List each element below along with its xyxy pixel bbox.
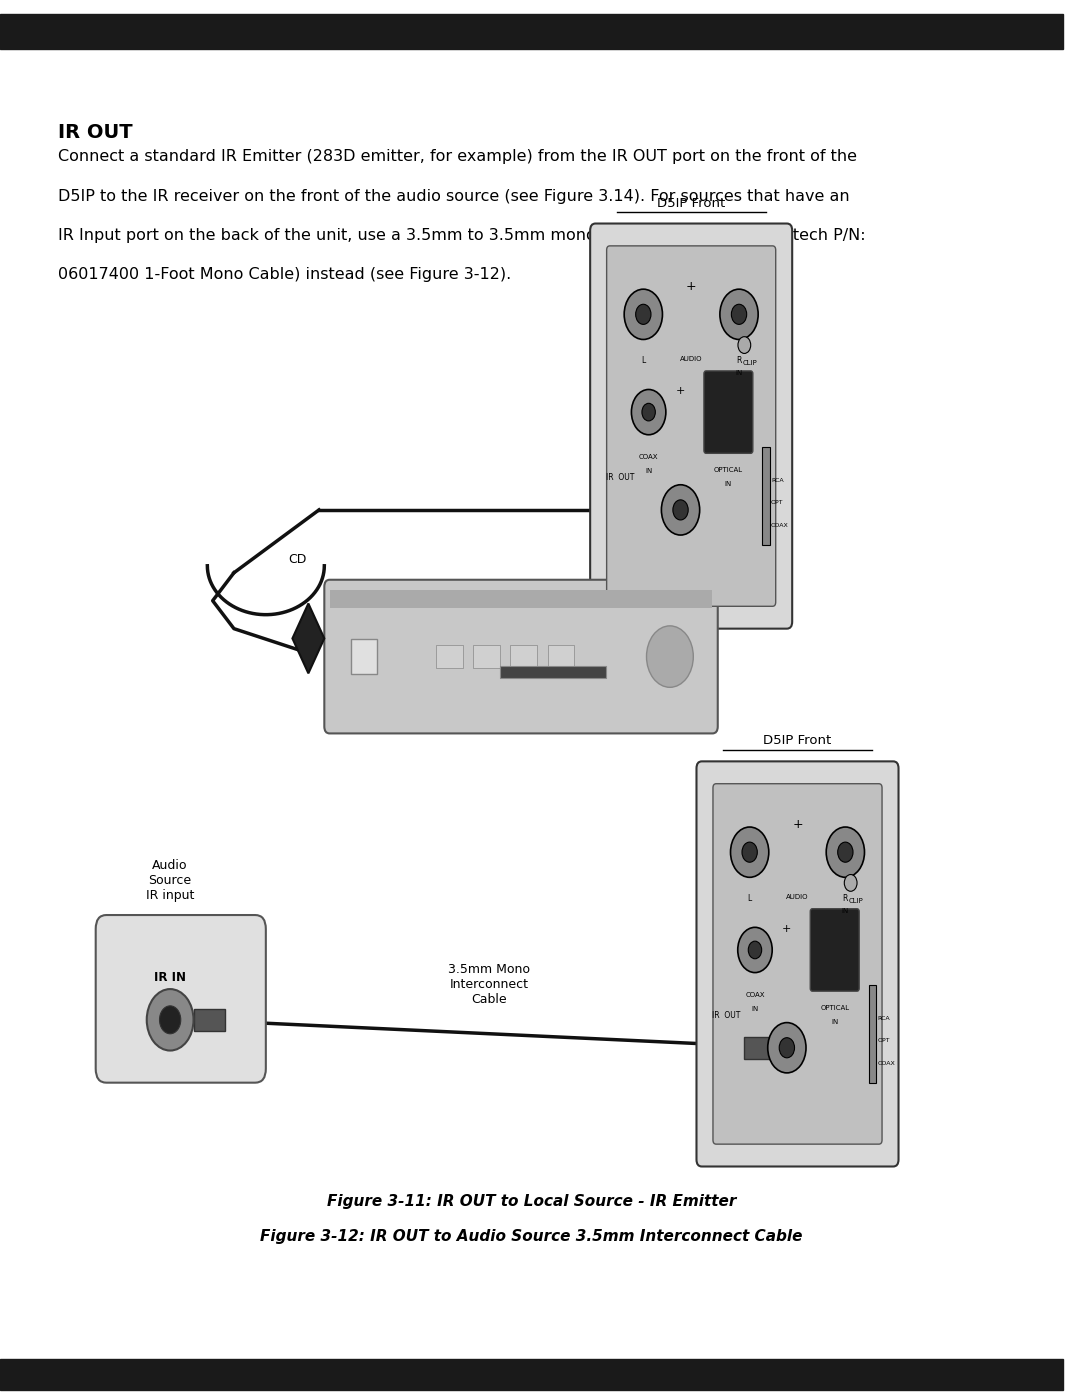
FancyBboxPatch shape [329, 590, 713, 608]
Text: CD: CD [288, 553, 307, 566]
Text: 06017400 1-Foot Mono Cable) instead (see Figure 3-12).: 06017400 1-Foot Mono Cable) instead (see… [58, 267, 512, 282]
Bar [351, 638, 378, 673]
FancyBboxPatch shape [697, 761, 899, 1166]
Text: L: L [642, 356, 646, 365]
Text: +: + [676, 386, 685, 397]
Text: D5IP Front: D5IP Front [657, 197, 726, 210]
FancyBboxPatch shape [713, 784, 882, 1144]
Circle shape [845, 875, 858, 891]
Text: D5IP to the IR receiver on the front of the audio source (see Figure 3.14). For : D5IP to the IR receiver on the front of … [58, 189, 850, 204]
Bar [500, 666, 606, 678]
Text: IR IN: IR IN [154, 971, 186, 985]
Text: IR  OUT: IR OUT [606, 474, 634, 482]
Circle shape [748, 942, 761, 958]
Circle shape [647, 626, 693, 687]
Bar [436, 645, 462, 668]
Bar [762, 447, 770, 545]
Text: IN: IN [645, 468, 652, 474]
FancyBboxPatch shape [324, 580, 718, 733]
Circle shape [147, 989, 193, 1051]
Polygon shape [293, 604, 324, 673]
Text: Connect a standard IR Emitter (283D emitter, for example) from the IR OUT port o: Connect a standard IR Emitter (283D emit… [58, 149, 858, 165]
Circle shape [826, 827, 864, 877]
Circle shape [160, 1006, 180, 1034]
Text: COAX: COAX [745, 992, 765, 997]
Text: RCA: RCA [877, 1016, 890, 1021]
Text: COAX: COAX [639, 454, 659, 460]
Text: IN: IN [841, 908, 849, 914]
Text: COAX: COAX [877, 1060, 895, 1066]
Circle shape [632, 390, 666, 434]
Text: +: + [793, 817, 802, 831]
Text: IN: IN [725, 481, 732, 488]
Text: IN: IN [752, 1006, 758, 1011]
Text: +: + [686, 279, 697, 293]
Text: AUDIO: AUDIO [680, 356, 702, 362]
Text: Figure 3-11: IR OUT to Local Source - IR Emitter: Figure 3-11: IR OUT to Local Source - IR… [327, 1194, 737, 1208]
FancyBboxPatch shape [590, 224, 793, 629]
FancyBboxPatch shape [607, 246, 775, 606]
Text: D5IP Front: D5IP Front [764, 735, 832, 747]
Text: IR OUT: IR OUT [58, 123, 133, 142]
Bar [0, 14, 1064, 49]
FancyBboxPatch shape [96, 915, 266, 1083]
Text: CLIP: CLIP [849, 898, 863, 904]
Text: OPT: OPT [771, 500, 783, 506]
Circle shape [720, 289, 758, 339]
Text: R: R [842, 894, 848, 902]
Text: +: + [782, 923, 792, 935]
Circle shape [731, 305, 746, 324]
Text: Audio
Source
IR input: Audio Source IR input [146, 859, 194, 901]
Circle shape [642, 404, 656, 420]
Bar [548, 645, 575, 668]
Text: OPT: OPT [877, 1038, 890, 1044]
Text: Figure 3-12: IR OUT to Audio Source 3.5mm Interconnect Cable: Figure 3-12: IR OUT to Audio Source 3.5m… [260, 1229, 802, 1243]
FancyBboxPatch shape [810, 909, 860, 992]
Text: RCA: RCA [771, 478, 784, 483]
Circle shape [624, 289, 662, 339]
Text: IN: IN [832, 1020, 838, 1025]
Text: CLIP: CLIP [742, 360, 757, 366]
Circle shape [779, 1038, 795, 1058]
Bar [868, 985, 876, 1083]
Text: 3.5mm Mono
Interconnect
Cable: 3.5mm Mono Interconnect Cable [448, 964, 530, 1006]
Circle shape [768, 1023, 806, 1073]
Bar [0, 1359, 1064, 1390]
Text: L: L [747, 894, 752, 902]
Text: OPTICAL: OPTICAL [714, 467, 743, 474]
Circle shape [661, 485, 700, 535]
Circle shape [673, 500, 688, 520]
Bar [193, 1009, 226, 1031]
Text: AUDIO: AUDIO [786, 894, 809, 900]
Circle shape [738, 337, 751, 353]
FancyBboxPatch shape [704, 372, 753, 453]
Text: IN: IN [735, 370, 743, 376]
Circle shape [738, 928, 772, 972]
Bar [473, 645, 500, 668]
Bar [511, 645, 537, 668]
Text: COAX: COAX [771, 522, 788, 528]
Text: - 21 -: - 21 - [976, 1370, 1021, 1384]
Bar [744, 1037, 777, 1059]
Circle shape [742, 842, 757, 862]
Text: 08905154A: 08905154A [42, 1370, 110, 1384]
Text: IR  OUT: IR OUT [713, 1011, 741, 1020]
Text: IR Input port on the back of the unit, use a 3.5mm to 3.5mm mono interconnect ca: IR Input port on the back of the unit, u… [58, 228, 866, 243]
Text: R: R [737, 356, 742, 365]
Text: OPTICAL: OPTICAL [820, 1006, 849, 1011]
Circle shape [838, 842, 853, 862]
Circle shape [730, 827, 769, 877]
Circle shape [636, 305, 651, 324]
